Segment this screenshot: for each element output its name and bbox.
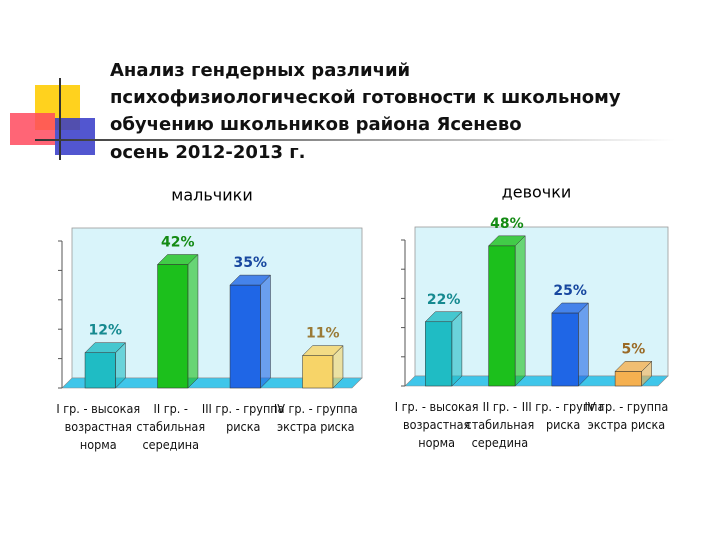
title-line: осень 2012-2013 г. [110,142,306,163]
title-line: обучению школьников района Ясенево [110,114,522,135]
value-label: 22% [427,292,461,308]
bar-top [551,302,590,314]
value-label: 25% [553,283,587,299]
value-label: 42% [161,235,195,251]
x-tick-label: IV гр. - группа экстра риска [584,399,669,432]
bar [84,352,116,389]
decor [35,139,675,141]
value-label: 35% [233,255,267,271]
bar-top [84,342,127,353]
bar [157,264,189,389]
value-label: 11% [306,326,340,342]
bar-top [229,274,272,286]
bar-side [451,311,463,387]
bar-top [156,254,199,265]
bar [302,355,334,389]
title-line: психофизиологической готовности к школьн… [110,87,621,108]
bar-top [614,361,653,372]
bar-top [301,345,344,356]
bar-side [260,274,271,389]
bar [551,312,579,387]
chart-title: мальчики [171,186,252,205]
decor [55,118,95,155]
bar-side [578,302,589,387]
bar-top [487,235,526,247]
value-label: 12% [88,323,122,339]
x-tick-label: II гр. - стабильная середина [136,401,206,452]
x-tick-label: I гр. - высокая возрастная норма [56,401,141,452]
value-label: 5% [621,341,645,357]
x-tick-label: III гр. - группа риска [201,401,285,434]
bar [488,245,516,387]
bar-side [187,253,199,389]
x-tick-label: IV гр. - группа экстра риска [273,401,358,434]
bar [614,371,642,387]
x-tick-label: II гр. - стабильная середина [465,399,535,450]
value-label: 48% [490,216,524,232]
bar-side [514,235,526,387]
chart-title: девочки [502,183,572,202]
x-tick-label: I гр. - высокая возрастная норма [394,399,479,450]
bar [425,321,453,387]
bar [229,284,261,389]
bar-top [424,311,463,323]
x-tick-label: III гр. - группа риска [521,399,605,432]
title-line: Анализ гендерных различий [110,60,411,81]
